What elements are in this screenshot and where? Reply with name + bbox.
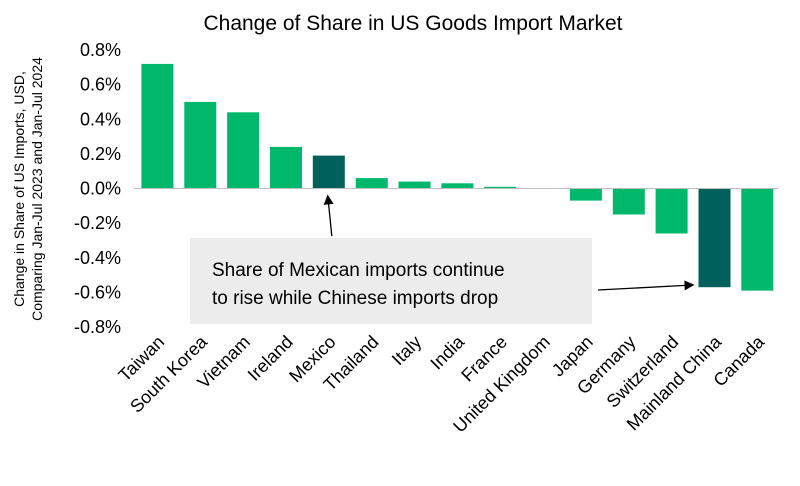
arrow-to-mainland-china — [597, 280, 695, 291]
bar-india — [441, 183, 474, 189]
y-tick-label: -0.2% — [74, 213, 121, 233]
annotation-text-line-2: to rise while Chinese imports drop — [212, 288, 498, 309]
y-axis-ticks: 0.8% 0.6% 0.4% 0.2% 0.0% -0.2% -0.4% -0.6% -0.8% — [74, 40, 121, 337]
annotation-text-line-1: Share of Mexican imports continue — [212, 260, 505, 281]
chart-title: Change of Share in US Goods Import Marke… — [203, 12, 622, 35]
bar-south-korea — [184, 101, 217, 189]
bar-germany — [612, 188, 645, 215]
y-axis-label-line-1: Change in Share of US Imports, USD, — [11, 71, 27, 307]
bar-mexico — [312, 155, 345, 189]
x-tick-label-italy: Italy — [388, 332, 425, 369]
y-tick-label: 0.6% — [80, 75, 121, 95]
bar-canada — [741, 188, 774, 291]
annotation: Share of Mexican imports continue to ris… — [190, 238, 592, 324]
bar-switzerland — [655, 188, 688, 234]
bar-mainland-china — [698, 188, 731, 288]
y-tick-label: -0.6% — [74, 282, 121, 302]
y-axis-label-line-2: Comparing Jan-Jul 2023 and Jan-Jul 2024 — [29, 57, 45, 321]
bar-taiwan — [141, 63, 174, 189]
bar-japan — [569, 188, 602, 201]
y-tick-label: 0.2% — [80, 144, 121, 164]
y-tick-label: 0.8% — [80, 40, 121, 60]
bar-vietnam — [227, 112, 260, 189]
y-tick-label: 0.4% — [80, 109, 121, 129]
annotation-arrows — [323, 194, 695, 291]
bar-ireland — [270, 146, 302, 189]
y-tick-label: -0.8% — [74, 317, 121, 337]
y-tick-label: -0.4% — [74, 248, 121, 268]
bar-group — [141, 63, 774, 291]
annotation-box — [190, 238, 592, 324]
bar-italy — [398, 181, 431, 189]
bar-thailand — [355, 178, 388, 189]
bar-france — [484, 186, 517, 189]
arrow-to-mexico — [323, 194, 334, 237]
y-tick-label: 0.0% — [80, 179, 121, 199]
